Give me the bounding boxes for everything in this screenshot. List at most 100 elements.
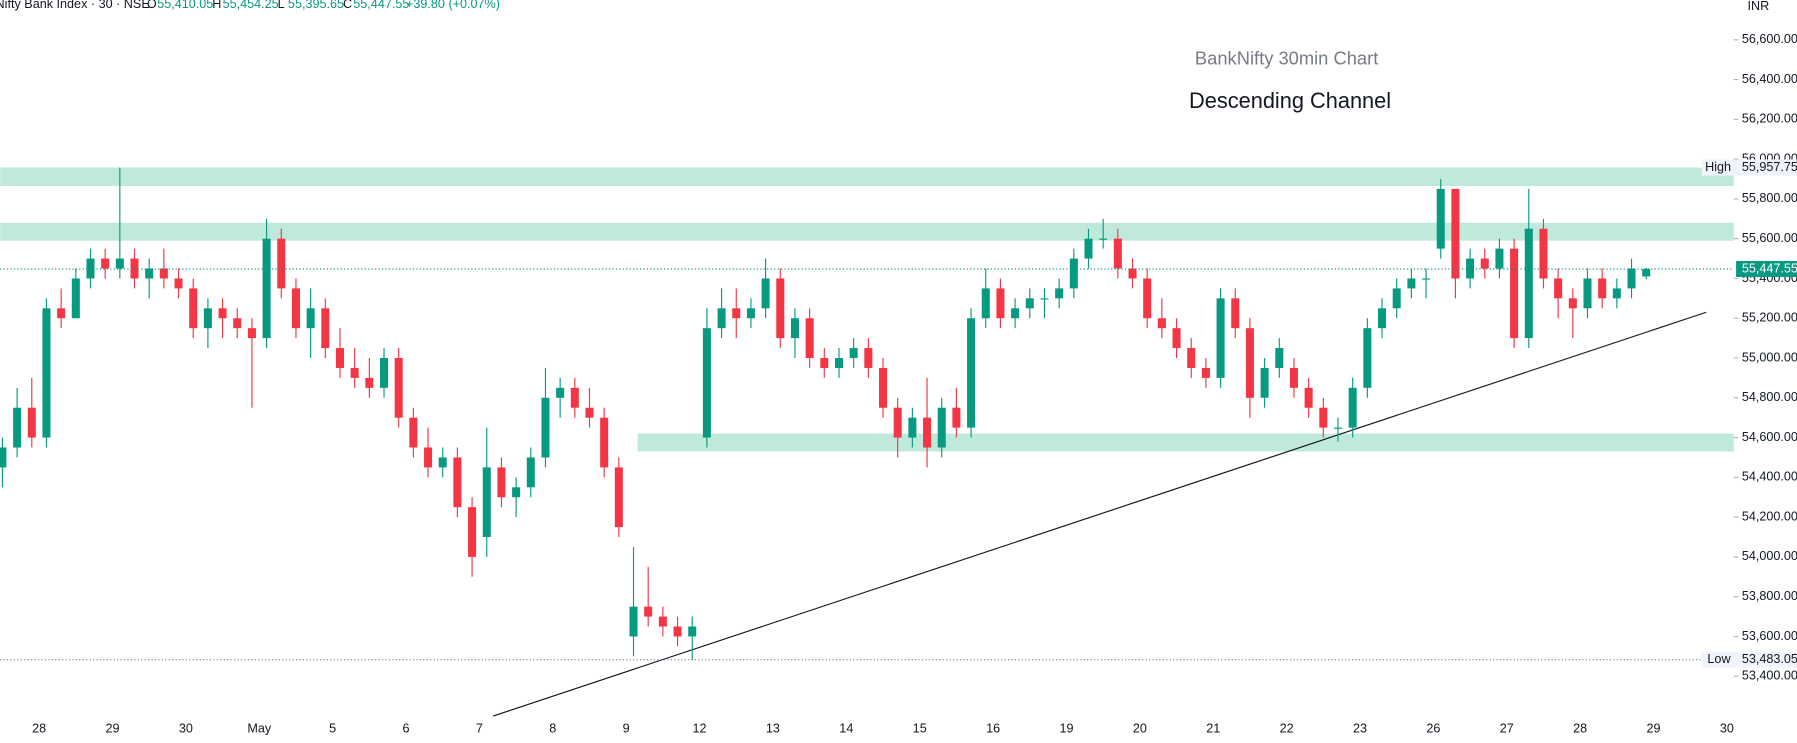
candle-body bbox=[145, 268, 154, 279]
x-tick-label: 14 bbox=[839, 722, 853, 736]
candle-body bbox=[468, 507, 477, 557]
candle-body bbox=[1466, 258, 1475, 279]
high-tag: High bbox=[1705, 160, 1731, 174]
ohlc-value: 55,410.05 bbox=[157, 0, 213, 11]
x-tick-label: 28 bbox=[32, 722, 46, 736]
ohlc-key: C bbox=[343, 0, 352, 11]
candle-body bbox=[1451, 188, 1460, 279]
candle-body bbox=[13, 407, 22, 448]
candle-body bbox=[849, 348, 858, 359]
candle-body bbox=[717, 308, 726, 329]
x-tick-label: 19 bbox=[1059, 722, 1073, 736]
x-tick-label: 13 bbox=[766, 722, 780, 736]
y-tick-label: 55,000.00 bbox=[1742, 350, 1797, 364]
x-tick-label: 15 bbox=[913, 722, 927, 736]
zone bbox=[0, 222, 1734, 241]
candle-body bbox=[218, 308, 227, 319]
candle-body bbox=[512, 487, 521, 498]
candle-body bbox=[1128, 268, 1137, 279]
candle-body bbox=[746, 308, 755, 319]
candle-body bbox=[1422, 278, 1431, 280]
candle-body bbox=[864, 348, 873, 368]
candle-body bbox=[761, 278, 770, 309]
y-tick-label: 54,000.00 bbox=[1742, 549, 1797, 563]
candle-body bbox=[1172, 328, 1181, 349]
candle-body bbox=[893, 407, 902, 438]
y-tick-label: 53,600.00 bbox=[1742, 629, 1797, 643]
candle-body bbox=[805, 318, 814, 359]
low-box bbox=[1701, 651, 1797, 668]
candle-body bbox=[262, 238, 271, 339]
candle-body bbox=[1583, 278, 1592, 309]
candle-body bbox=[600, 417, 609, 468]
candle-body bbox=[291, 288, 300, 329]
candle-body bbox=[1510, 248, 1519, 339]
candle-body bbox=[629, 606, 638, 637]
candle-body bbox=[1333, 427, 1343, 429]
candle-body bbox=[570, 387, 579, 408]
candle-body bbox=[1304, 387, 1313, 408]
candle-body bbox=[1598, 278, 1607, 299]
candle-body bbox=[996, 288, 1005, 319]
candle-body bbox=[1216, 298, 1225, 378]
y-tick-label: 53,400.00 bbox=[1742, 669, 1797, 683]
candle-body bbox=[159, 268, 168, 279]
candle-body bbox=[365, 377, 374, 388]
candle-body bbox=[834, 358, 844, 368]
ohlc-value: 55,454.25 bbox=[223, 0, 279, 11]
candle-body bbox=[174, 278, 183, 289]
candle-body bbox=[702, 328, 711, 438]
candle-body bbox=[321, 308, 330, 349]
candle-body bbox=[820, 358, 829, 368]
candle-body bbox=[1069, 258, 1078, 289]
candle-body bbox=[27, 407, 36, 438]
candle-body bbox=[776, 278, 785, 339]
candle-body bbox=[1378, 308, 1387, 329]
x-tick-label: 28 bbox=[1573, 722, 1587, 736]
chart-subtitle: Descending Channel bbox=[1189, 88, 1391, 113]
candle-body bbox=[1011, 308, 1020, 319]
x-tick-label: May bbox=[247, 722, 272, 736]
x-tick-label: 29 bbox=[105, 722, 119, 736]
high-label: 55,957.75 bbox=[1742, 160, 1797, 174]
last-price-box bbox=[1736, 260, 1797, 278]
candle-body bbox=[203, 308, 212, 329]
ohlc-key: H bbox=[212, 0, 221, 11]
candle-body bbox=[908, 417, 917, 438]
candle-body bbox=[1319, 407, 1328, 428]
y-tick-label: 54,800.00 bbox=[1742, 390, 1797, 404]
candle-body bbox=[189, 288, 198, 329]
candle-body bbox=[1187, 348, 1196, 368]
candle-body bbox=[1157, 318, 1166, 329]
candle-body bbox=[967, 318, 976, 428]
candle-body bbox=[1539, 228, 1548, 279]
candle-body bbox=[1260, 367, 1269, 398]
candle-body bbox=[71, 278, 80, 319]
candle-body bbox=[1407, 278, 1416, 289]
low-tag: Low bbox=[1707, 652, 1731, 666]
x-tick-label: 26 bbox=[1426, 722, 1440, 736]
x-tick-label: 22 bbox=[1280, 722, 1294, 736]
candle-body bbox=[0, 447, 7, 468]
candle-body bbox=[879, 367, 888, 408]
candle-body bbox=[1627, 268, 1636, 289]
candle-body bbox=[335, 348, 345, 368]
candle-body bbox=[306, 308, 315, 329]
candle-body bbox=[1275, 348, 1284, 368]
candle-body bbox=[1392, 288, 1401, 309]
x-tick-label: 27 bbox=[1500, 722, 1514, 736]
candle-body bbox=[233, 318, 242, 329]
candle-body bbox=[409, 417, 418, 448]
candle-body bbox=[1554, 278, 1563, 299]
candle-body bbox=[1480, 258, 1489, 269]
candle-body bbox=[350, 367, 359, 378]
x-tick-label: 20 bbox=[1133, 722, 1147, 736]
candle-body bbox=[482, 467, 491, 538]
candle-body bbox=[1113, 238, 1122, 269]
y-tick-label: 55,200.00 bbox=[1742, 311, 1797, 325]
candle-body bbox=[790, 318, 799, 339]
y-tick-label: 55,800.00 bbox=[1742, 191, 1797, 205]
trendline bbox=[492, 311, 1707, 717]
candle-body bbox=[115, 258, 124, 269]
